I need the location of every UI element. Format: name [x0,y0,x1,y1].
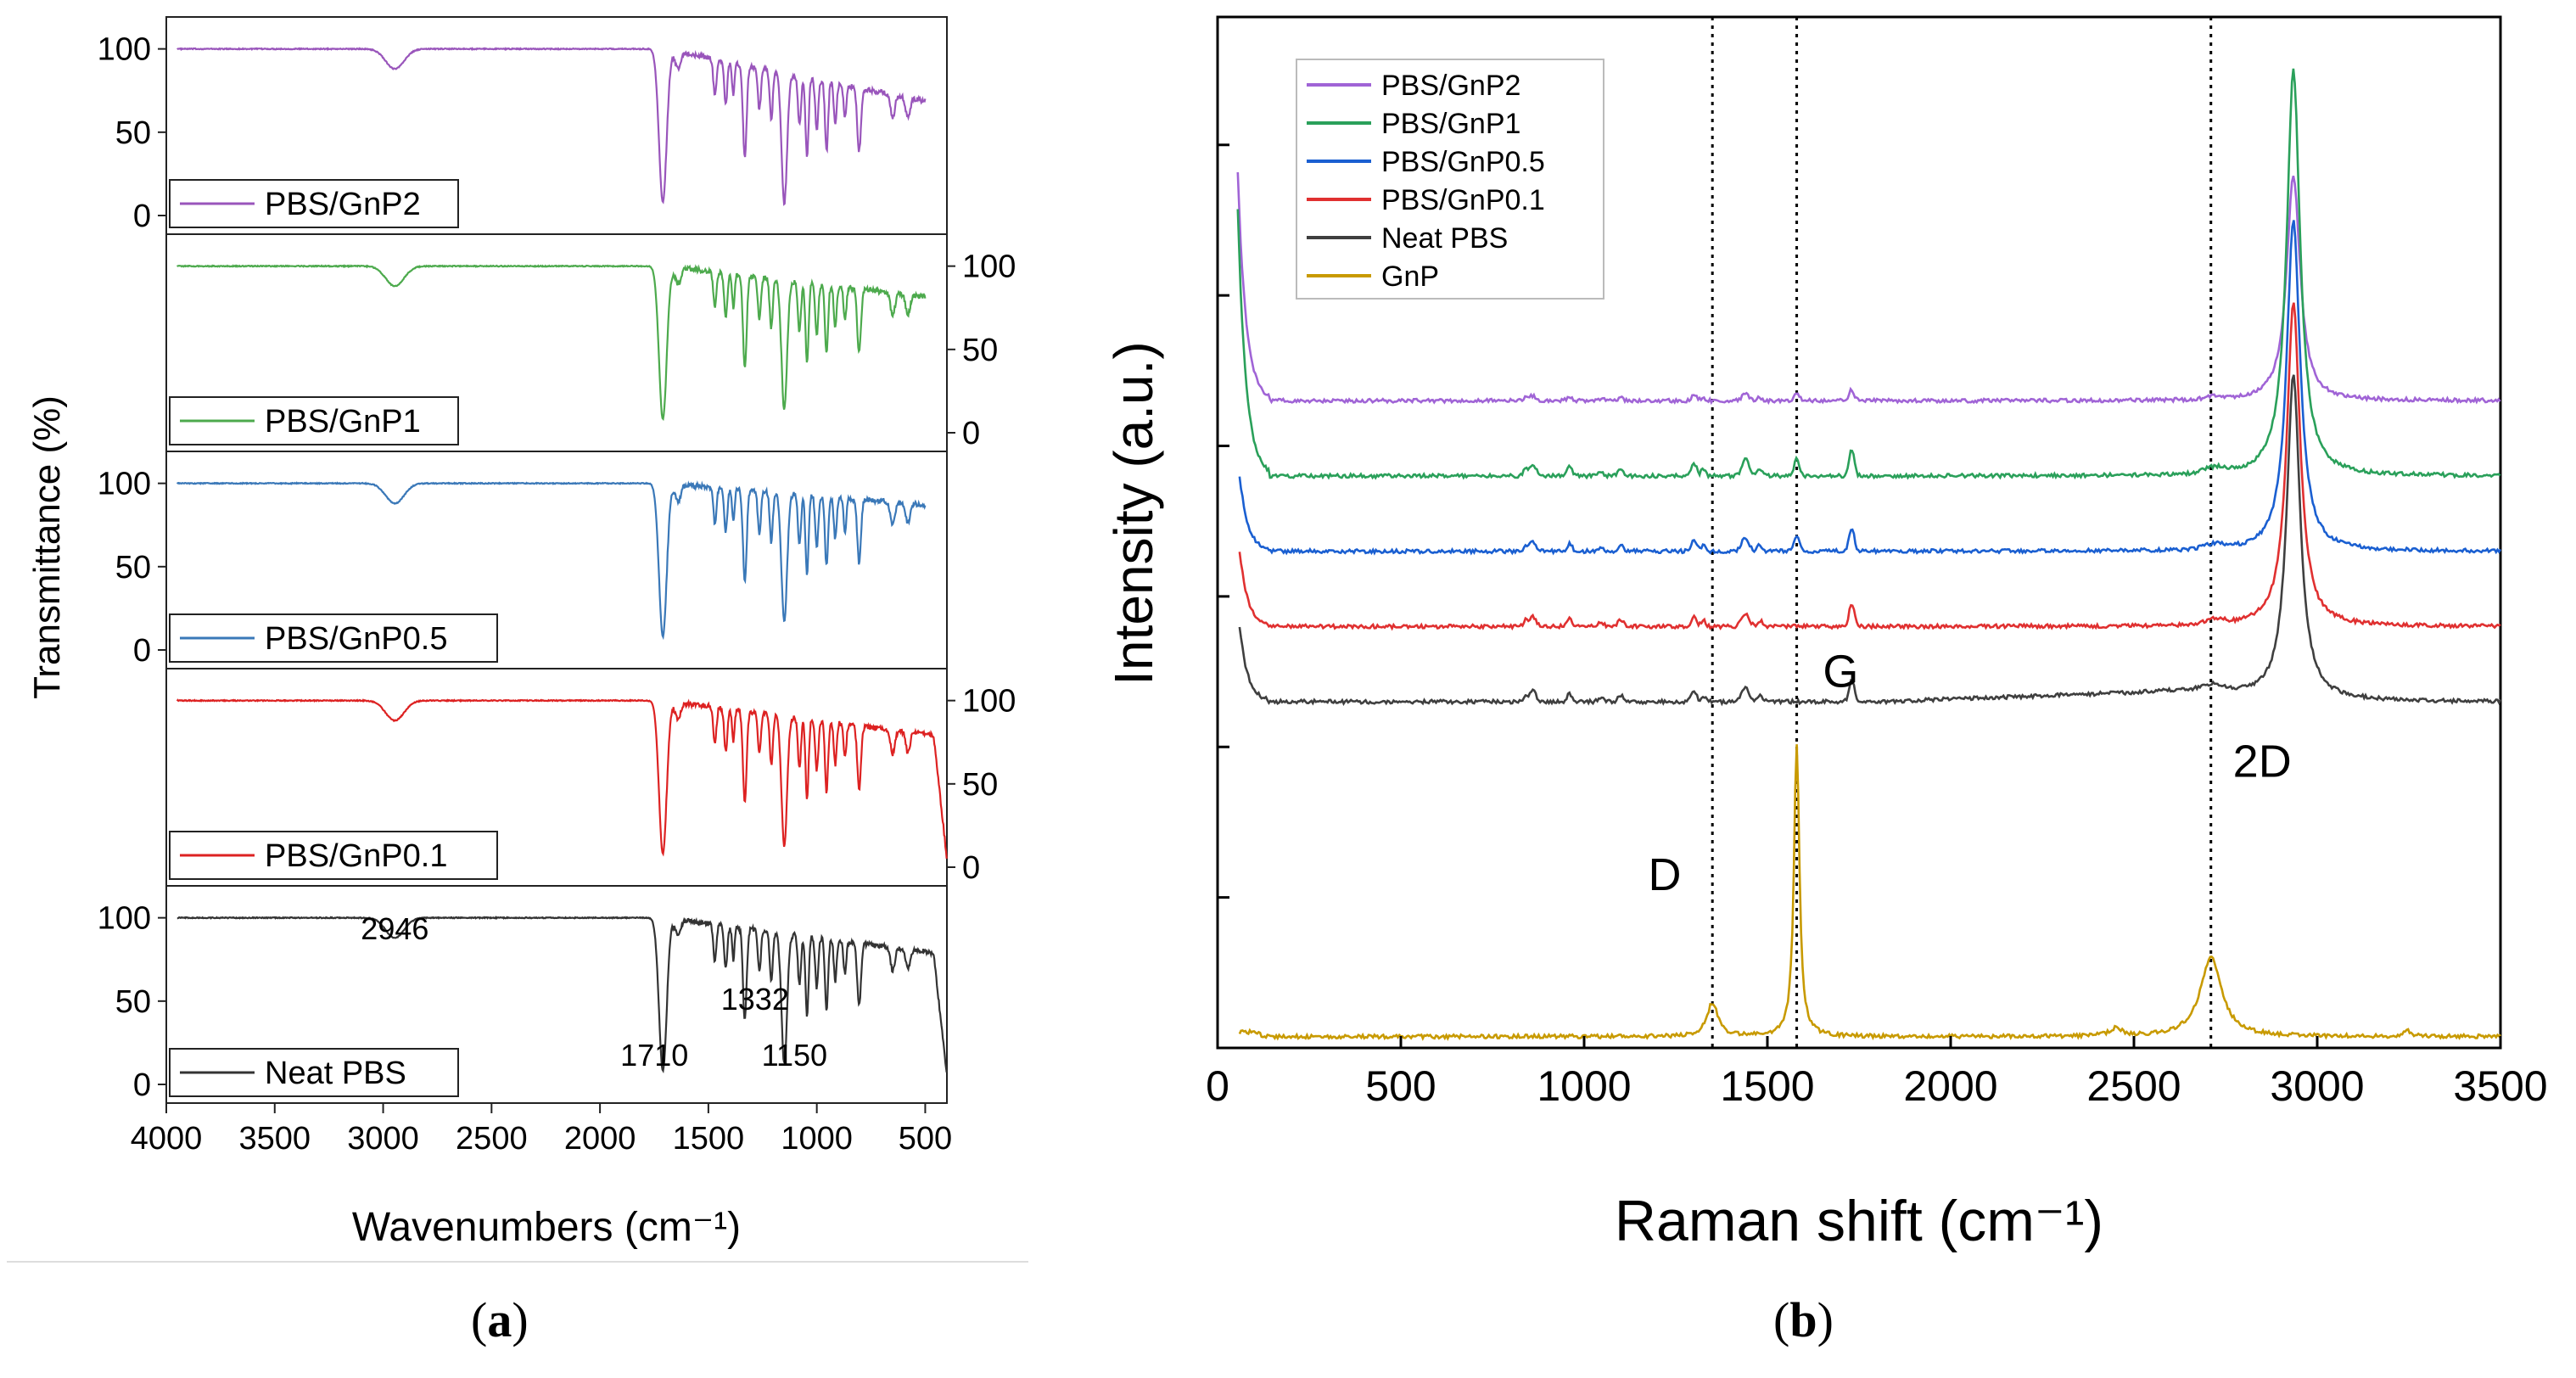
ftir-legend-box: PBS/GnP0.1 [169,831,498,880]
ftir-legend-box: PBS/GnP0.5 [169,613,498,663]
ftir-spectrum-line [176,264,927,422]
ftir-x-tick-label: 1500 [673,1121,745,1157]
ftir-x-tick-label: 500 [899,1121,952,1157]
raman-plot-frame [1216,15,2502,1050]
ftir-spectrum-line [176,479,927,641]
ftir-y-tick-label: 100 [962,684,1016,720]
ftir-legend-label: PBS/GnP0.1 [265,838,447,874]
ftir-x-tick-label: 4000 [131,1121,203,1157]
ftir-y-tick-label: 100 [962,249,1016,285]
ftir-x-tick-label: 3000 [347,1121,419,1157]
raman-x-axis: 0 500 1000 1500 2000 2500 3000 3500 [1206,1036,2548,1110]
ftir-x-tick-label: 2500 [456,1121,528,1157]
ftir-peak-label: 1150 [762,1038,827,1073]
panel-b-caption: (b) [1773,1291,1834,1348]
ftir-y-tick-label: 50 [115,550,151,585]
ftir-x-tick-label: 3500 [239,1121,311,1157]
ftir-subplot-frames [165,16,948,1104]
raman-legend: PBS/GnP2 PBS/GnP1 PBS/GnP0.5 PBS/GnP0.1 Neat… [1296,59,1604,300]
ftir-x-tick-label: 1000 [781,1121,853,1157]
ftir-x-tick-label: 2000 [564,1121,636,1157]
panel-b-label: b [1789,1292,1817,1347]
ftir-x-axis-label: Wavenumbers (cm⁻¹) [352,1205,741,1250]
raman-panel: 0 500 1000 1500 2000 2500 3000 3500 D G 2D PBS/Gn… [1103,15,2548,1253]
panel-a-caption: (a) [471,1291,529,1348]
raman-x-tick-label: 2500 [2086,1062,2181,1110]
raman-legend-label: PBS/GnP1 [1381,108,1520,140]
ftir-y-tick-label: 100 [98,32,151,68]
panel-b-caption-close: ) [1817,1292,1834,1347]
raman-reference-lines [1711,17,2213,1048]
raman-x-axis-label: Raman shift (cm⁻¹) [1615,1189,2103,1253]
ftir-y-tick-label: 0 [133,199,151,234]
raman-legend-label: Neat PBS [1381,222,1508,255]
ftir-spectrum-line [176,698,948,859]
raman-x-tick-label: 1500 [1720,1062,1814,1110]
ftir-legend-box: PBS/GnP2 [169,179,459,228]
raman-legend-label: GnP [1381,260,1439,293]
ftir-legends: PBS/GnP2 PBS/GnP1 PBS/GnP0.5 PBS/GnP0.1 Neat… [169,179,498,1097]
ftir-y-tick-label: 0 [133,633,151,669]
raman-y-ticks [1218,143,1229,1050]
panel-a-caption-open: ( [471,1292,488,1347]
ftir-y-tick-label: 100 [98,467,151,502]
panel-a-caption-close: ) [512,1292,529,1347]
ftir-spectrum-line [176,916,948,1074]
ftir-y-tick-label: 0 [962,850,980,886]
raman-y-axis-label: Intensity (a.u.) [1103,341,1164,686]
raman-x-tick-label: 500 [1365,1062,1436,1110]
raman-spectra [1236,68,2502,1041]
ftir-peak-label: 1710 [620,1038,688,1073]
raman-legend-label: PBS/GnP0.1 [1381,184,1545,216]
ftir-y-tick-label: 0 [133,1067,151,1103]
raman-x-tick-label: 3000 [2270,1062,2364,1110]
ftir-peak-label: 2946 [361,911,428,946]
ftir-legend-box: Neat PBS [169,1048,459,1097]
ftir-peak-annotations: 2946 1710 1332 1150 [361,911,827,1073]
raman-band-label: 2D [2233,737,2292,787]
ftir-y-tick-label: 50 [115,115,151,151]
ftir-spectra [176,47,948,1074]
raman-legend-label: PBS/GnP0.5 [1381,146,1545,178]
raman-spectrum-line [1238,744,2501,1041]
ftir-legend-box: PBS/GnP1 [169,396,459,445]
ftir-y-ticks: 0 50 100 0 50 100 0 50 100 0 50 100 0 50 100 [98,32,1016,1103]
panel-b-caption-open: ( [1773,1292,1790,1347]
ftir-y-tick-label: 50 [115,984,151,1020]
ftir-y-axis-label: Transmittance (%) [26,395,68,699]
ftir-x-axis: 4000 3500 3000 2500 2000 1500 1000 500 [131,1103,952,1157]
ftir-subplot-frame [165,885,948,1104]
ftir-legend-label: PBS/GnP0.5 [265,621,447,657]
raman-x-tick-label: 2000 [1903,1062,1997,1110]
ftir-legend-label: PBS/GnP1 [265,404,421,440]
raman-spectrum-line [1236,171,2501,406]
raman-x-tick-label: 3500 [2453,1062,2547,1110]
raman-band-label: D [1649,849,1682,900]
ftir-y-tick-label: 0 [962,416,980,451]
ftir-y-tick-label: 50 [962,333,998,368]
raman-spectrum-line [1238,302,2501,631]
raman-x-tick-label: 1000 [1537,1062,1631,1110]
ftir-y-tick-label: 100 [98,901,151,937]
panel-a-label: a [487,1292,512,1347]
raman-spectrum-line [1238,220,2502,556]
ftir-y-tick-label: 50 [962,767,998,803]
raman-legend-frame [1296,59,1604,300]
ftir-spectrum-line [176,47,927,206]
raman-x-tick-label: 0 [1206,1062,1229,1110]
raman-spectrum-line [1238,374,2502,707]
ftir-peak-label: 1332 [721,982,789,1017]
raman-spectrum-line [1236,68,2501,480]
raman-band-label: G [1823,646,1858,697]
ftir-legend-label: PBS/GnP2 [265,187,421,222]
raman-legend-label: PBS/GnP2 [1381,70,1520,102]
ftir-legend-label: Neat PBS [265,1056,406,1091]
raman-band-annotations: D G 2D [1649,646,2292,899]
